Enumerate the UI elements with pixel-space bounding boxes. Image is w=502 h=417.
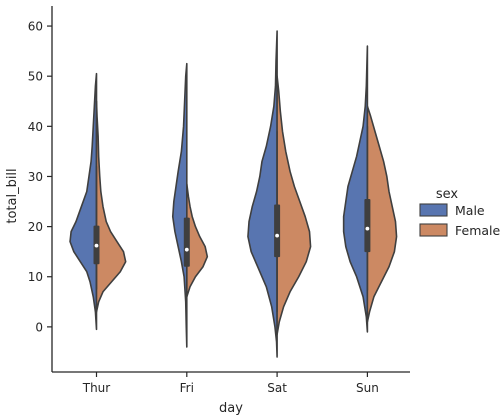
- x-tick-label-sun: Sun: [356, 381, 379, 395]
- legend-title: sex: [436, 187, 459, 202]
- median-marker-sun: [365, 226, 370, 231]
- x-tick-label-fri: Fri: [180, 381, 194, 395]
- violin-half-male-sat: [247, 30, 278, 358]
- violin-half-male-sun: [342, 45, 369, 333]
- x-tick-label-sat: Sat: [267, 381, 287, 395]
- y-axis-label: total_bill: [5, 168, 20, 223]
- violin-half-male-fri: [171, 62, 188, 348]
- legend-label-female: Female: [455, 223, 501, 238]
- median-marker-fri: [184, 247, 189, 252]
- y-axis: 0 10 20 30 40 50 60: [28, 6, 53, 372]
- y-tick-label-40: 40: [28, 120, 43, 134]
- x-axis: Thur Fri Sat Sun: [52, 371, 410, 395]
- legend: sex Male Female: [419, 187, 501, 238]
- y-tick-label-10: 10: [28, 270, 43, 284]
- y-tick-label-60: 60: [28, 20, 43, 34]
- y-tick-label-0: 0: [35, 320, 43, 334]
- y-tick-label-30: 30: [28, 170, 43, 184]
- violin-half-female-sun: [366, 105, 398, 323]
- legend-swatch-male: [419, 203, 448, 217]
- iqr-box-sun: [364, 199, 371, 253]
- violins-layer: [69, 30, 398, 358]
- iqr-box-sat: [274, 204, 281, 258]
- inner-box-layer: [93, 126, 371, 312]
- violin-half-female-sat: [276, 75, 312, 336]
- x-tick-label-thur: Thur: [82, 381, 111, 395]
- legend-swatch-female: [419, 223, 448, 237]
- violin-half-female-thur: [95, 100, 127, 313]
- y-tick-label-20: 20: [28, 220, 43, 234]
- median-marker-sat: [275, 233, 279, 238]
- y-tick-label-50: 50: [28, 70, 43, 84]
- x-axis-label: day: [219, 401, 243, 416]
- median-marker-thur: [94, 243, 99, 248]
- legend-label-male: Male: [455, 203, 485, 218]
- violin-half-female-fri: [186, 183, 209, 298]
- violin-half-male-thur: [69, 72, 98, 331]
- iqr-box-fri: [183, 217, 190, 267]
